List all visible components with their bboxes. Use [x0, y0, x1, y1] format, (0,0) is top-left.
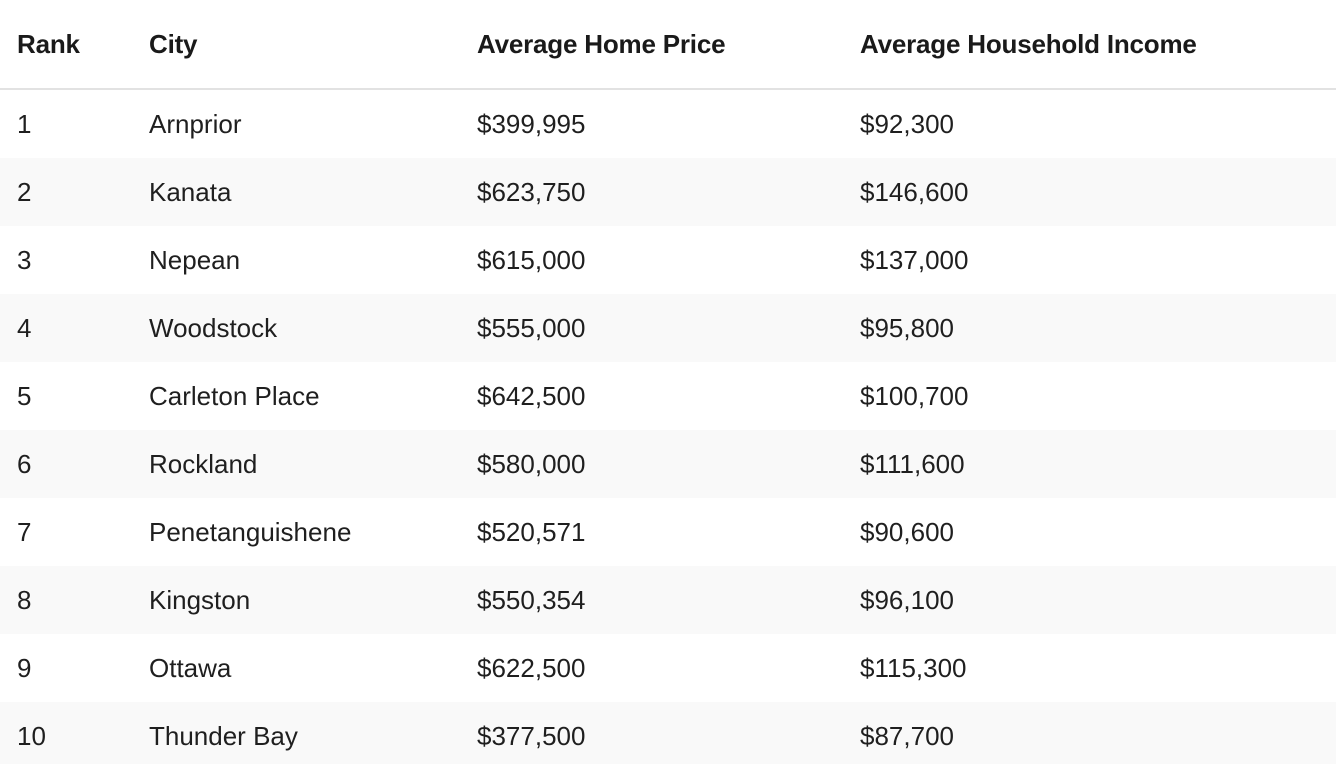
table-row: 10 Thunder Bay $377,500 $87,700	[0, 702, 1336, 764]
table-row: 5 Carleton Place $642,500 $100,700	[0, 362, 1336, 430]
cell-income: $90,600	[860, 516, 954, 547]
cell-city: Carleton Place	[149, 380, 320, 411]
cell-price: $550,354	[460, 566, 843, 634]
cell-income: $92,300	[860, 108, 954, 139]
cell-rank: 3	[17, 244, 32, 275]
cell-income: $137,000	[860, 244, 969, 275]
cell-price: $642,500	[477, 380, 586, 411]
cell-city: Kanata	[132, 158, 460, 226]
table-header: Rank City Average Home Price Average Hou…	[0, 0, 1336, 90]
table-row: 2 Kanata $623,750 $146,600	[0, 158, 1336, 226]
header-average-household-income: Average Household Income	[843, 0, 1336, 90]
cell-city: Nepean	[149, 244, 241, 275]
table-row: 6 Rockland $580,000 $111,600	[0, 430, 1336, 498]
cell-price: $622,500	[477, 652, 586, 683]
cell-price: $555,000	[460, 294, 843, 362]
header-average-home-price: Average Home Price	[460, 0, 843, 90]
cell-city: Woodstock	[132, 294, 460, 362]
cell-rank: 9	[17, 652, 32, 683]
table-row: 7 Penetanguishene $520,571 $90,600	[0, 498, 1336, 566]
cell-price: $520,571	[477, 516, 586, 547]
cell-city: Thunder Bay	[132, 702, 460, 764]
cell-rank: 7	[17, 516, 32, 547]
cell-price: $580,000	[460, 430, 843, 498]
table-row: 8 Kingston $550,354 $96,100	[0, 566, 1336, 634]
cell-rank: 10	[0, 702, 132, 764]
cell-income: $111,600	[843, 430, 1336, 498]
header-city: City	[132, 0, 460, 90]
table-row: 4 Woodstock $555,000 $95,800	[0, 294, 1336, 362]
cell-income: $87,700	[843, 702, 1336, 764]
header-rank: Rank	[0, 0, 132, 90]
cell-rank: 1	[17, 108, 32, 139]
cell-income: $95,800	[843, 294, 1336, 362]
cell-city: Penetanguishene	[149, 516, 352, 547]
cell-city: Rockland	[132, 430, 460, 498]
cell-price: $615,000	[477, 244, 586, 275]
cell-city: Kingston	[132, 566, 460, 634]
cell-price: $623,750	[460, 158, 843, 226]
table-row: 1 Arnprior $399,995 $92,300	[0, 89, 1336, 158]
cell-income: $96,100	[843, 566, 1336, 634]
cell-price: $377,500	[460, 702, 843, 764]
cell-income: $115,300	[860, 652, 967, 683]
table-row: 9 Ottawa $622,500 $115,300	[0, 634, 1336, 702]
cell-income: $146,600	[843, 158, 1336, 226]
cell-rank: 6	[0, 430, 132, 498]
cell-city: Ottawa	[149, 652, 232, 683]
cell-rank: 5	[17, 380, 32, 411]
table-row: 3 Nepean $615,000 $137,000	[0, 226, 1336, 294]
cell-rank: 2	[0, 158, 132, 226]
header-row: Rank City Average Home Price Average Hou…	[0, 0, 1336, 90]
cell-price: $399,995	[477, 108, 586, 139]
cell-rank: 4	[0, 294, 132, 362]
cell-rank: 8	[0, 566, 132, 634]
cell-income: $100,700	[860, 380, 969, 411]
table-body: 1 Arnprior $399,995 $92,300 2 Kanata $62…	[0, 89, 1336, 764]
cell-city: Arnprior	[149, 108, 242, 139]
